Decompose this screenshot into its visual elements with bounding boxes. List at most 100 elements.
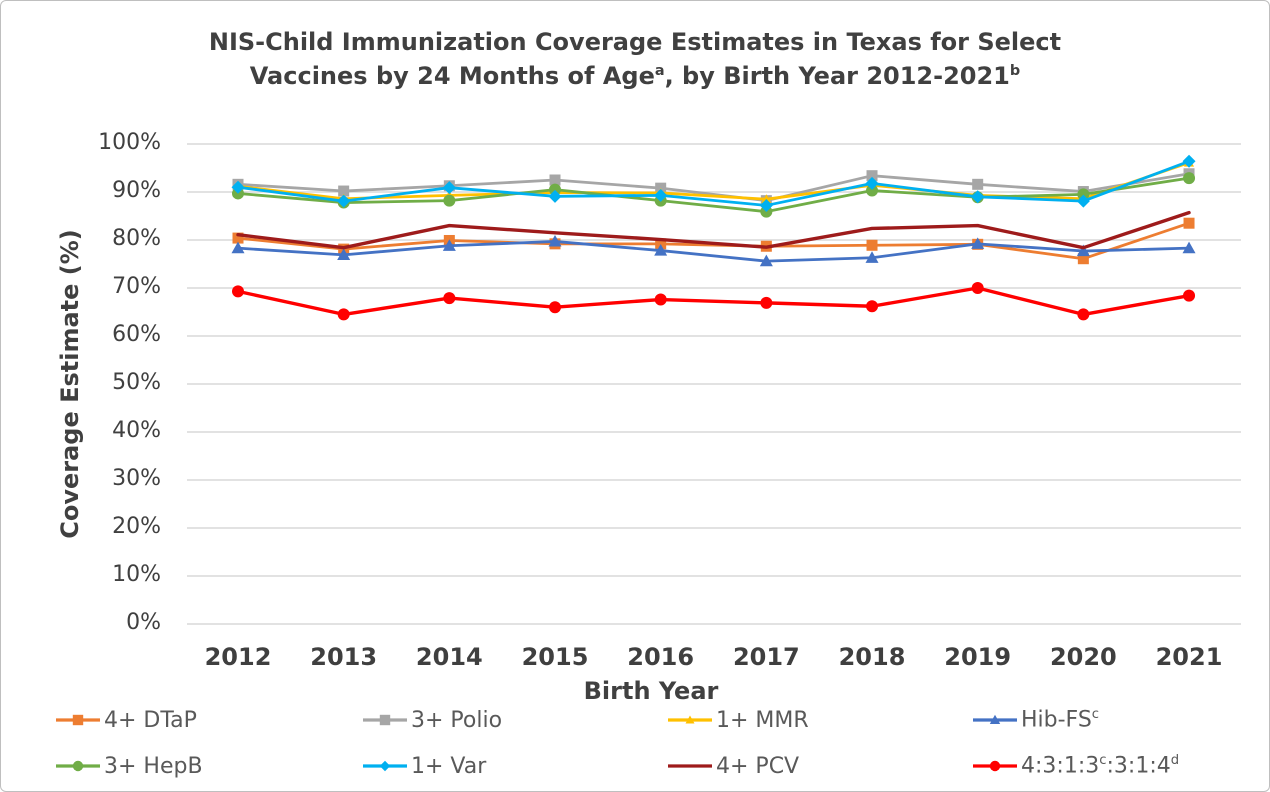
y-tick-label: 70% [112, 274, 161, 299]
x-tick-label: 2018 [838, 643, 906, 671]
data-point-dtap [866, 239, 878, 251]
y-tick-label: 50% [112, 370, 161, 395]
legend-item-hib_fs: Hib-FSc [973, 707, 1099, 733]
data-point-combo_4313314 [760, 296, 773, 309]
x-tick-label: 2019 [944, 643, 1012, 671]
legend-key-var [363, 760, 407, 772]
y-tick-label: 90% [112, 178, 161, 203]
data-point-dtap [655, 238, 667, 250]
legend-key-pcv [668, 764, 712, 768]
data-point-combo_4313314 [232, 285, 244, 298]
legend-item-mmr: 1+ MMR [668, 707, 809, 733]
legend-marker-mmr [685, 715, 695, 724]
series-line-combo_4313314 [236, 286, 1191, 317]
data-point-combo_4313314 [866, 300, 879, 313]
legend-item-pcv: 4+ PCV [668, 753, 799, 779]
legend-item-polio: 3+ Polio [363, 707, 502, 733]
legend-marker-hib_fs [989, 714, 1001, 725]
legend-label-polio: 3+ Polio [411, 707, 503, 733]
legend-item-var: 1+ Var [363, 753, 486, 779]
legend-label-hib_fs: Hib-FSc [1021, 707, 1100, 733]
x-tick-label: 2020 [1049, 643, 1117, 671]
data-point-polio [866, 170, 878, 182]
series-line-hepb [236, 176, 1191, 214]
legend-marker-var [379, 760, 391, 772]
y-tick-label: 20% [112, 514, 161, 539]
data-point-var [865, 176, 879, 190]
data-point-hib_fs [442, 239, 456, 251]
data-point-hib_fs [1076, 244, 1090, 257]
data-point-polio [338, 185, 350, 197]
data-point-var [1076, 194, 1090, 208]
data-point-hib_fs [759, 254, 773, 267]
data-point-hib_fs [337, 248, 351, 260]
data-point-polio [972, 178, 984, 190]
data-point-combo_4313314 [443, 292, 456, 305]
data-point-combo_4313314 [549, 301, 562, 314]
data-point-var [654, 188, 668, 202]
y-tick-label: 80% [112, 226, 161, 251]
data-point-hib_fs [548, 234, 562, 247]
title-superscript-b: b [1009, 63, 1021, 80]
data-point-var [442, 181, 456, 195]
legend-key-mmr [668, 715, 712, 724]
x-axis-title: Birth Year [583, 677, 719, 705]
y-tick-label: 60% [112, 322, 161, 347]
legend-label-dtap: 4+ DTaP [104, 707, 197, 733]
series-line-var [236, 159, 1191, 207]
legend-marker-hepb [72, 760, 84, 772]
series-line-polio [236, 172, 1191, 203]
y-tick-label: 40% [112, 418, 161, 443]
legend-marker-dtap [72, 714, 84, 726]
data-point-var [337, 194, 351, 208]
data-point-hepb [1077, 188, 1090, 201]
data-point-hib_fs [231, 241, 245, 254]
data-point-var [971, 190, 985, 204]
data-point-var [548, 189, 562, 203]
data-point-var [231, 180, 245, 194]
y-tick-label: 10% [112, 562, 161, 587]
series-line-pcv [236, 210, 1191, 250]
legend-label-var: 1+ Var [411, 753, 487, 779]
y-tick-label: 0% [126, 610, 161, 635]
title-superscript-a: a [654, 63, 665, 80]
data-point-hepb [1183, 172, 1196, 185]
legend-marker-combo_4313314 [989, 760, 1001, 772]
legend-key-hib_fs [973, 714, 1017, 725]
y-tick-label: 100% [98, 130, 161, 155]
legend-label-hepb: 3+ HepB [104, 753, 203, 779]
data-point-dtap [1183, 217, 1195, 229]
data-point-var [1182, 154, 1196, 168]
data-point-combo_4313314 [971, 282, 984, 294]
x-tick-label: 2013 [310, 643, 378, 671]
data-point-hib_fs [1182, 241, 1196, 254]
legend-key-combo_4313314 [973, 760, 1017, 772]
chart-title-line2-cont: , by Birth Year 2012-2021 [664, 62, 1010, 91]
x-tick-label: 2016 [627, 643, 695, 671]
legend-key-hepb [56, 760, 100, 772]
legend-key-dtap [56, 714, 100, 726]
legend-label-combo_4313314: 4:3:1:3c:3:1:4d [1021, 753, 1180, 779]
data-point-hepb [443, 194, 456, 207]
data-point-polio [549, 174, 561, 186]
data-point-hepb [549, 183, 562, 196]
x-tick-label: 2021 [1155, 643, 1223, 671]
legend-marker-polio [379, 714, 391, 726]
chart-title: NIS-Child Immunization Coverage Estimate… [1, 25, 1269, 93]
chart-title-line1: NIS-Child Immunization Coverage Estimate… [208, 28, 1062, 56]
x-tick-label: 2017 [732, 643, 800, 671]
data-point-combo_4313314 [654, 293, 667, 306]
data-point-dtap [1077, 253, 1089, 265]
legend-item-combo_4313314: 4:3:1:3c:3:1:4d [973, 753, 1179, 779]
data-point-combo_4313314 [337, 308, 350, 321]
data-point-var [759, 198, 773, 212]
data-point-hib_fs [865, 251, 879, 263]
legend-label-mmr: 1+ MMR [716, 707, 809, 733]
x-tick-label: 2014 [415, 643, 483, 671]
data-point-dtap [232, 232, 244, 244]
legend-item-hepb: 3+ HepB [56, 753, 203, 779]
x-tick-label: 2012 [204, 643, 272, 671]
data-point-hib_fs [971, 237, 985, 249]
